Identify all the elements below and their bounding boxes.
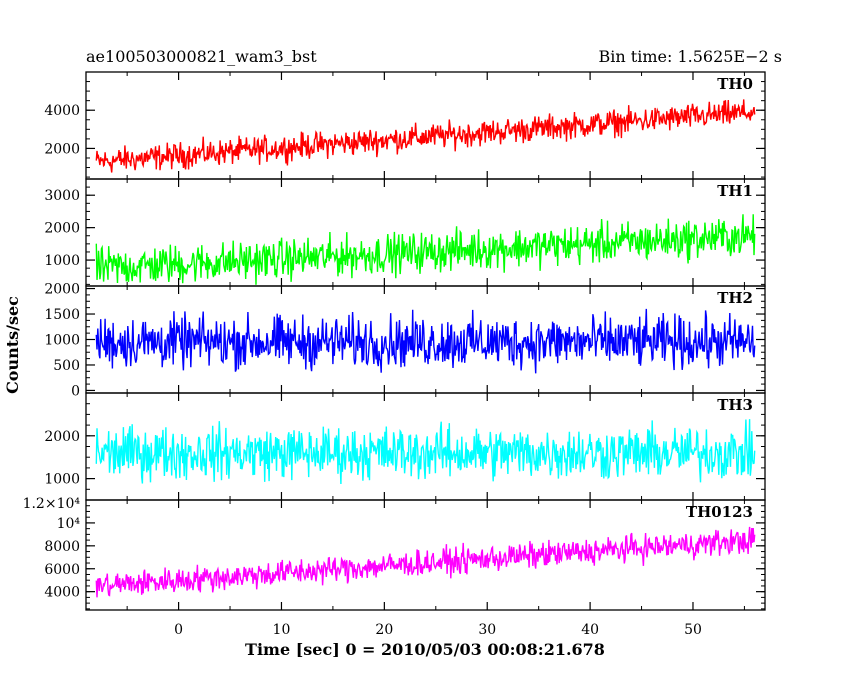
y-tick-label: 8000 (44, 539, 80, 555)
panel-name-label: TH1 (717, 182, 753, 200)
panel-th0: TH0 2000 4000 (44, 71, 766, 180)
y-tick-label: 4000 (44, 585, 80, 601)
y-tick-label: 3000 (44, 188, 80, 204)
y-tick-label: 0 (71, 383, 80, 399)
panel-th0123: TH0123 4000 6000 8000 10⁴ (44, 499, 766, 611)
x-tick-label: 0 (174, 622, 183, 638)
x-tick-label: 50 (684, 622, 702, 638)
panel-th3: TH3 1000 2000 1.2×10⁴ (23, 392, 766, 512)
panel-name-label: TH0 (717, 75, 753, 93)
y-tick-label: 1000 (44, 472, 80, 488)
chart-title: ae100503000821_wam3_bst (86, 47, 317, 66)
y-tick-label: 10⁴ (57, 516, 81, 532)
panel-th1: TH1 1000 2000 3000 (44, 178, 766, 287)
y-tick-label: 6000 (44, 562, 80, 578)
y-tick-label: 1000 (44, 333, 80, 349)
panel-name-label: TH3 (717, 396, 753, 414)
y-tick-label: 2000 (44, 282, 80, 298)
series-th1 (95, 214, 756, 285)
series-th0 (95, 99, 756, 173)
x-axis-label: Time [sec] 0 = 2010/05/03 00:08:21.678 (245, 640, 605, 659)
series-th2 (95, 308, 756, 374)
panel-name-label: TH0123 (686, 503, 753, 521)
series-th3 (95, 419, 756, 485)
x-tick-label: 30 (478, 622, 496, 638)
y-tick-label: 2000 (44, 141, 80, 157)
y-tick-label: 2000 (44, 221, 80, 237)
y-tick-label: 2000 (44, 429, 80, 445)
panels-group: TH020004000TH1100020003000TH205001000150… (23, 71, 766, 638)
y-tick-label: 4000 (44, 103, 80, 119)
bin-time-label: Bin time: 1.5625E−2 s (599, 47, 782, 66)
y-scale-label: 1.2×10⁴ (23, 496, 81, 512)
x-tick-label: 20 (375, 622, 393, 638)
panel-frame (85, 499, 766, 611)
series-th0123 (95, 526, 756, 598)
panel-name-label: TH2 (717, 289, 753, 307)
y-tick-label: 1500 (44, 307, 80, 323)
x-tick-label: 10 (273, 622, 291, 638)
y-tick-label: 1000 (44, 253, 80, 269)
y-tick-label: 500 (53, 358, 80, 374)
x-tick-label: 40 (581, 622, 599, 638)
y-axis-label: Counts/sec (3, 296, 22, 394)
panel-th2: TH2 0 500 1000 1500 2000 (44, 282, 766, 399)
